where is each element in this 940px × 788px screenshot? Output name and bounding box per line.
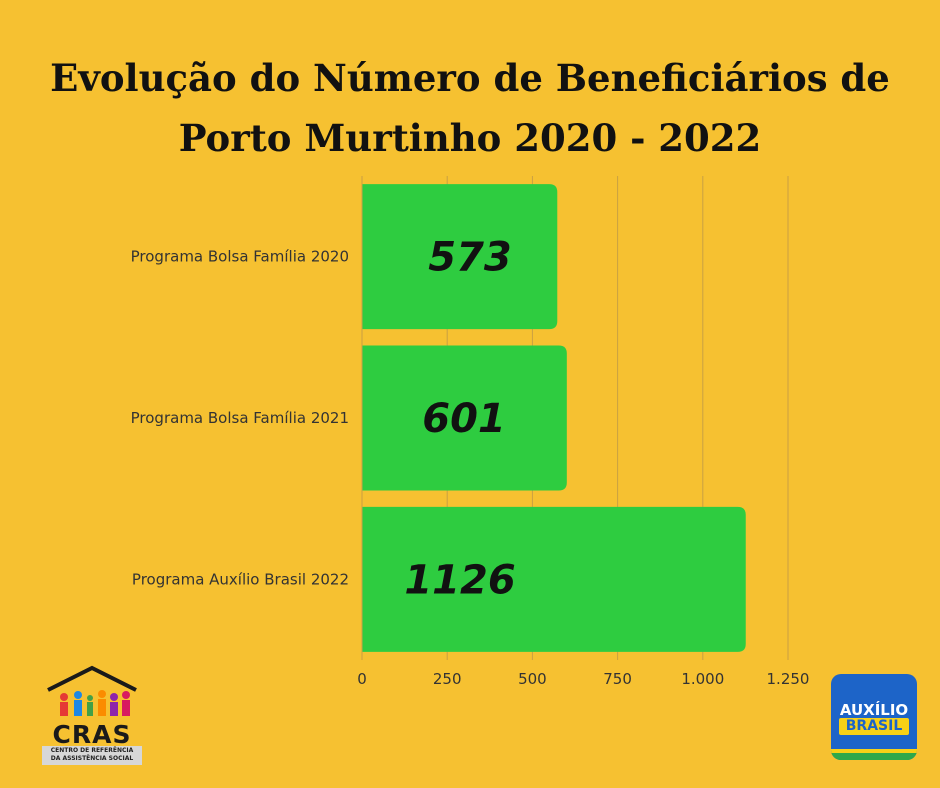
x-tick-label: 500	[518, 670, 547, 688]
cras-wordmark: CRAS	[52, 720, 132, 749]
category-label: Programa Bolsa Família 2020	[131, 248, 349, 266]
cras-subtitle-line-2: DA ASSISTÊNCIA SOCIAL	[50, 755, 134, 762]
x-tick-label: 1.250	[767, 670, 810, 688]
cras-house-icon	[47, 665, 137, 716]
auxilio-logo-line-1: AUXÍLIO	[839, 701, 909, 719]
chart-title-line-2: Porto Murtinho 2020 - 2022	[178, 116, 762, 160]
x-tick-label: 750	[603, 670, 632, 688]
chart-title: Evolução do Número de Beneficiários de P…	[0, 48, 940, 168]
bar-value-label: 1126	[404, 557, 515, 603]
cras-subtitle: CENTRO DE REFERÊNCIA DA ASSISTÊNCIA SOCI…	[42, 746, 142, 765]
cras-subtitle-line-1: CENTRO DE REFERÊNCIA	[50, 747, 134, 754]
x-tick-label: 1.000	[681, 670, 724, 688]
bar-value-label: 601	[422, 396, 506, 442]
auxilio-green-stripe	[831, 753, 917, 760]
bar-chart: 573 Programa Bolsa Família 2020 601 Program…	[131, 176, 810, 688]
cras-logo: CRAS CENTRO DE REFERÊNCIA DA ASSISTÊNCIA…	[42, 664, 146, 766]
chart-title-line-1: Evolução do Número de Beneficiários de	[50, 56, 890, 100]
people-icon	[60, 690, 130, 716]
auxilio-yellow-stripe	[831, 749, 917, 753]
auxilio-logo-line-2: BRASIL	[839, 718, 909, 735]
bar-value-label: 573	[428, 235, 512, 281]
auxilio-brasil-logo: AUXÍLIO BRASIL	[831, 674, 917, 760]
bar	[362, 506, 746, 652]
category-label: Programa Bolsa Família 2021	[131, 409, 349, 427]
bar	[362, 345, 567, 491]
x-tick-label: 0	[357, 670, 367, 688]
bar	[362, 184, 558, 330]
category-label: Programa Auxílio Brasil 2022	[132, 570, 349, 588]
x-tick-label: 250	[433, 670, 462, 688]
